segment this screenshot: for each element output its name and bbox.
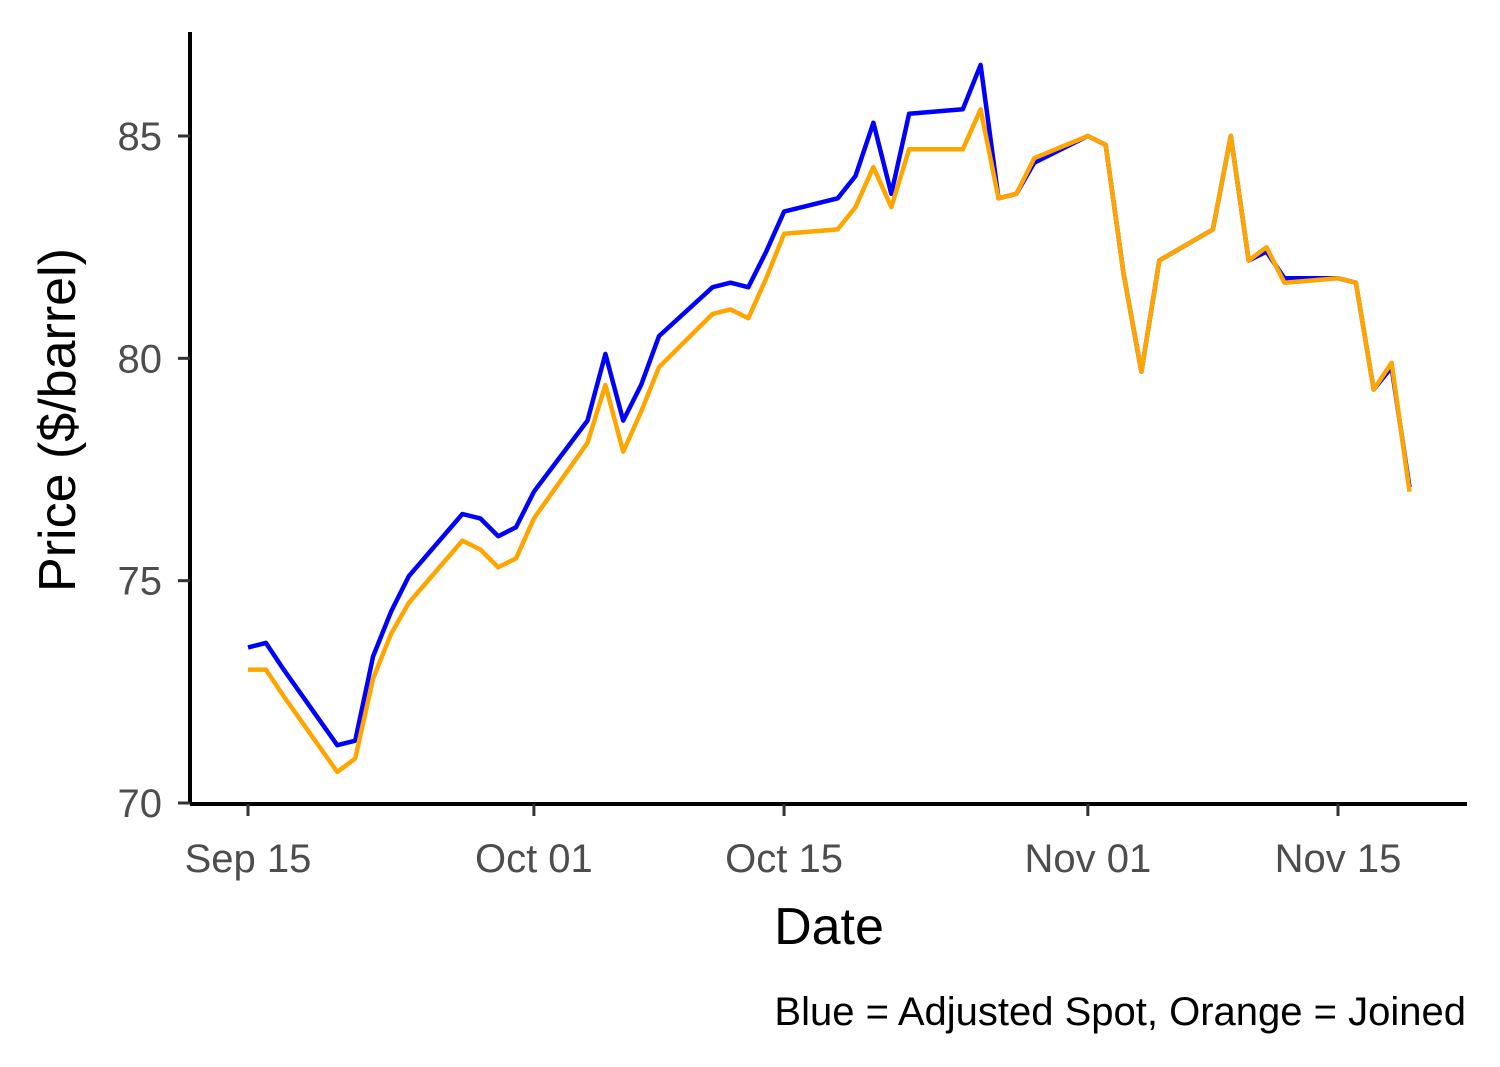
y-tick-label: 80 — [118, 337, 163, 381]
x-tick-label: Sep 15 — [185, 837, 312, 881]
x-axis-title: Date — [774, 898, 884, 956]
series-line-2 — [248, 107, 1412, 775]
x-tick-label: Nov 15 — [1275, 837, 1402, 881]
x-axis: Sep 15 Oct 01 Oct 15 Nov 01 Nov 15 — [185, 802, 1467, 881]
y-axis-title: Price ($/barrel) — [29, 248, 87, 592]
y-axis: 70 75 80 85 — [118, 32, 192, 826]
series-lines — [247, 62, 1412, 775]
x-tick-label: Oct 01 — [475, 837, 593, 881]
y-tick-label: 70 — [118, 782, 163, 826]
x-tick-label: Oct 15 — [725, 837, 843, 881]
x-tick-label: Nov 01 — [1024, 837, 1151, 881]
y-tick-label: 75 — [118, 560, 163, 604]
y-tick-label: 85 — [118, 115, 163, 159]
chart-caption: Blue = Adjusted Spot, Orange = Joined — [774, 990, 1466, 1034]
